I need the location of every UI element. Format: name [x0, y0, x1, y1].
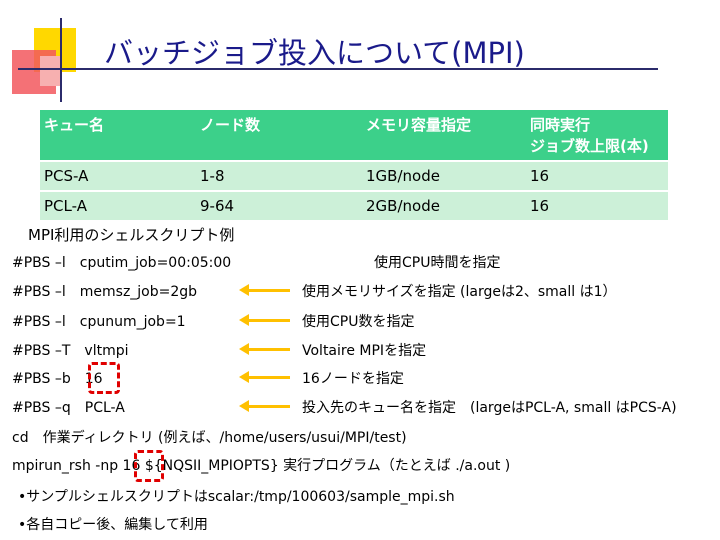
cell-memory: 1GB/node [362, 162, 526, 190]
script-line-cputim: #PBS –l cputim_job=00:05:00 [12, 255, 232, 271]
cell-nodes: 9-64 [196, 192, 362, 220]
header-job-limit: 同時実行 ジョブ数上限(本) [526, 110, 668, 160]
highlight-box [134, 450, 164, 482]
slide-title: バッチジョブ投入について(MPI) [104, 36, 525, 70]
script-caption: MPI利用のシェルスクリプト例 [28, 226, 235, 244]
mpirun-line: mpirun_rsh -np 16 ${NQSII_MPIOPTS} 実行プログ… [12, 458, 511, 474]
script-line-vltmpi: #PBS –T vltmpi [12, 343, 129, 359]
cd-line: cd 作業ディレクトリ (例えば、/home/users/usui/MPI/te… [12, 430, 407, 446]
arrow-left-icon [239, 314, 290, 326]
bullet-sample-script: •サンプルシェルスクリプトはscalar:/tmp/100603/sample_… [18, 489, 455, 505]
script-line-memsz: #PBS –l memsz_job=2gb [12, 284, 198, 300]
arrow-left-icon [239, 343, 290, 355]
decor-vertical-line [60, 18, 62, 102]
cell-queue: PCS-A [40, 162, 196, 190]
highlight-box [88, 362, 120, 394]
cell-limit: 16 [526, 192, 668, 220]
note-memsz: 使用メモリサイズを指定 (largeは2、small は1） [302, 284, 617, 300]
note-vltmpi: Voltaire MPIを指定 [302, 343, 427, 359]
arrow-left-icon [239, 284, 290, 296]
note-cpunum: 使用CPU数を指定 [302, 314, 415, 330]
header-queue-name: キュー名 [40, 110, 196, 160]
decor-pink-square [40, 56, 62, 86]
note-cputim: 使用CPU時間を指定 [374, 255, 501, 271]
header-job-limit-line2: ジョブ数上限(本) [530, 137, 649, 155]
arrow-left-icon [239, 371, 290, 383]
cell-queue: PCL-A [40, 192, 196, 220]
note-nodes: 16ノードを指定 [302, 371, 404, 387]
table-row: PCL-A 9-64 2GB/node 16 [40, 192, 668, 220]
header-job-limit-line1: 同時実行 [530, 116, 591, 134]
bullet-copy-edit: •各自コピー後、編集して利用 [18, 517, 208, 533]
table-header-row: キュー名 ノード数 メモリ容量指定 同時実行 ジョブ数上限(本) [40, 110, 668, 160]
header-node-count: ノード数 [196, 110, 362, 160]
decor-horizontal-line [18, 68, 658, 70]
script-line-nodes: #PBS –b 16 [12, 371, 103, 387]
arrow-left-icon [239, 400, 290, 412]
header-memory: メモリ容量指定 [362, 110, 526, 160]
cell-nodes: 1-8 [196, 162, 362, 190]
cell-memory: 2GB/node [362, 192, 526, 220]
script-line-cpunum: #PBS –l cpunum_job=1 [12, 314, 186, 330]
cell-limit: 16 [526, 162, 668, 190]
queue-table: キュー名 ノード数 メモリ容量指定 同時実行 ジョブ数上限(本) PCS-A 1… [40, 108, 668, 222]
table-row: PCS-A 1-8 1GB/node 16 [40, 162, 668, 190]
script-line-queue: #PBS –q PCL-A [12, 400, 125, 416]
note-queue: 投入先のキュー名を指定 (largeはPCL-A, small はPCS-A) [302, 400, 677, 416]
